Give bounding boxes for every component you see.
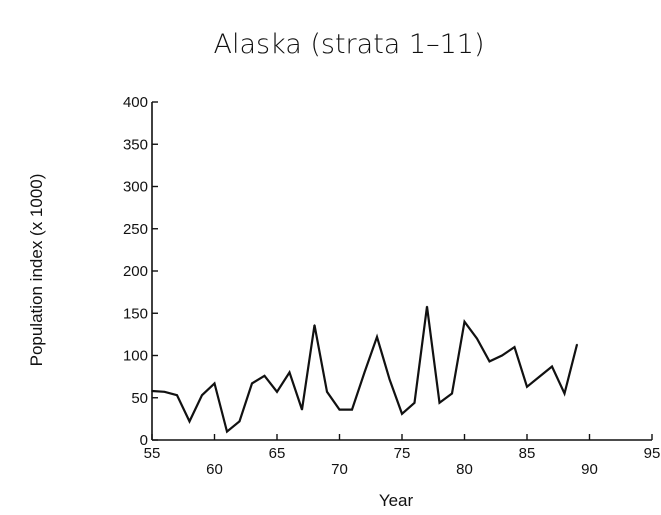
y-tick-label: 300 <box>123 179 148 196</box>
y-tick-label: 350 <box>123 136 148 153</box>
data-point <box>226 430 228 433</box>
data-point <box>551 365 553 368</box>
data-point <box>313 324 316 326</box>
y-axis-label: Population index (x 1000) <box>27 174 46 367</box>
data-point <box>363 371 366 374</box>
data-point <box>526 385 528 388</box>
y-tick-label: 400 <box>123 94 148 111</box>
data-point <box>413 402 416 404</box>
data-point <box>401 413 403 415</box>
y-tick-label: 0 <box>140 432 148 449</box>
x-axis-label: Year <box>379 491 414 510</box>
x-tick-label: 90 <box>581 461 598 478</box>
series-group <box>151 305 579 434</box>
axes <box>151 102 652 441</box>
data-point <box>451 392 453 395</box>
data-point <box>488 360 491 363</box>
data-point <box>538 375 541 378</box>
data-point <box>463 320 466 323</box>
x-tick-label: 70 <box>331 461 348 478</box>
x-tick-label: 60 <box>206 461 223 478</box>
data-point <box>251 382 253 385</box>
data-point <box>501 354 503 357</box>
tick-marks <box>151 101 653 441</box>
chart-title: Alaska (strata 1–11) <box>214 29 485 60</box>
data-point <box>288 371 291 374</box>
x-tick-label: 55 <box>144 445 161 462</box>
data-point <box>213 382 216 385</box>
x-tick-label: 95 <box>644 445 661 462</box>
data-point <box>263 374 266 377</box>
y-tick-label: 200 <box>123 263 148 280</box>
data-point <box>351 408 353 411</box>
x-tick-label: 85 <box>519 445 536 462</box>
y-tick-label: 50 <box>131 390 148 407</box>
x-tick-label: 80 <box>456 461 473 478</box>
data-point <box>513 346 516 348</box>
data-point <box>563 392 566 395</box>
y-tick-label: 250 <box>123 221 148 238</box>
data-point <box>576 343 578 346</box>
data-point <box>388 378 391 380</box>
data-point <box>338 408 341 411</box>
data-point <box>301 408 303 411</box>
data-point <box>238 420 241 423</box>
y-tick-label: 150 <box>123 305 148 322</box>
data-point <box>151 390 153 392</box>
y-tick-label: 100 <box>123 348 148 365</box>
x-tick-label: 65 <box>269 445 286 462</box>
series-line <box>151 306 579 434</box>
data-point <box>163 391 166 393</box>
data-point <box>326 391 328 393</box>
data-point <box>376 336 378 338</box>
data-point <box>276 391 278 393</box>
data-point <box>201 394 203 397</box>
data-point <box>188 420 191 423</box>
data-point <box>438 402 441 404</box>
tick-labels: 0 50 100 150 200 250 300 350 400 55 60 65 70 75 80 85 90… <box>123 94 660 478</box>
data-point <box>476 337 478 340</box>
data-point <box>176 394 178 397</box>
x-tick-label: 75 <box>394 445 411 462</box>
data-point <box>426 305 428 308</box>
